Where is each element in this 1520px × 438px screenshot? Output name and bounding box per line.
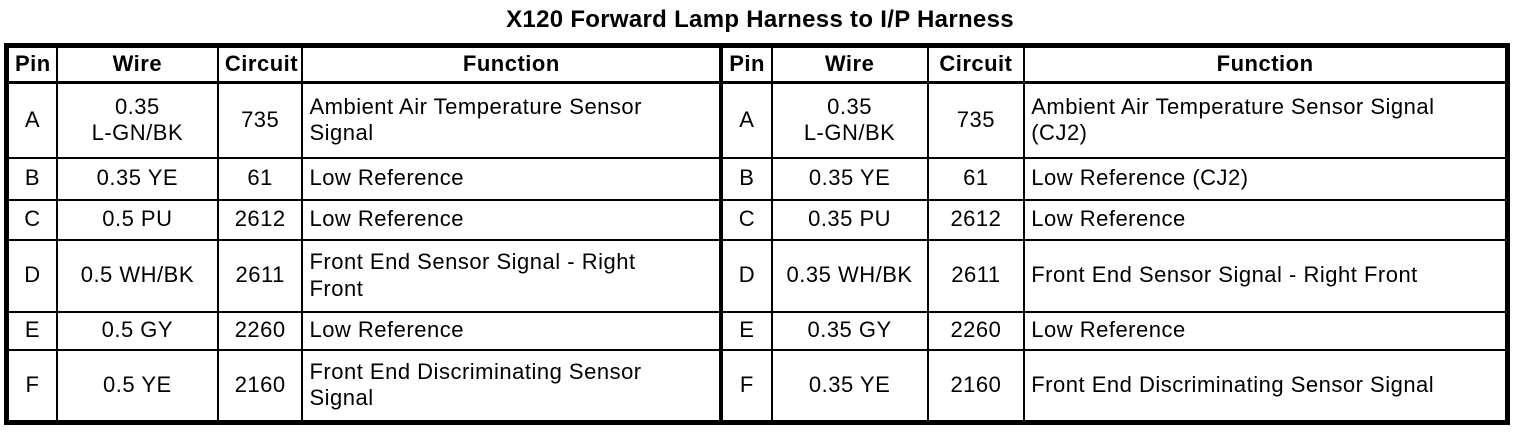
wire-cell: 0.35 PU [770,198,929,241]
function-cell: Front End Discriminating Sensor Signal [301,348,723,424]
pin-cell: B [5,156,58,201]
wire-cell: 0.5 WH/BK [55,238,219,313]
table-row: C 0.5 PU 2612 Low Reference C 0.35 PU 26… [5,198,1509,241]
wire-cell: 0.5 YE [55,348,219,424]
col-header-wire-right: Wire [770,44,929,84]
function-cell: Low Reference [301,310,723,351]
col-header-pin-left: Pin [5,44,58,84]
circuit-cell: 2612 [216,198,304,241]
col-header-function-left: Function [301,44,723,84]
pin-cell: C [719,198,773,241]
circuit-cell: 61 [216,156,304,201]
circuit-cell: 2611 [216,238,304,313]
function-cell: Low Reference [301,156,723,201]
wire-cell: 0.5 PU [55,198,219,241]
function-cell: Low Reference [301,198,723,241]
wire-cell: 0.35 L-GN/BK [55,81,219,159]
circuit-cell: 2612 [926,198,1026,241]
table-row: D 0.5 WH/BK 2611 Front End Sensor Signal… [5,238,1509,313]
pin-cell: E [5,310,58,351]
circuit-cell: 2160 [926,348,1026,424]
pinout-table: Pin Wire Circuit Function Pin Wire Circu… [4,43,1510,425]
wire-cell: 0.35 GY [770,310,929,351]
table-row: F 0.5 YE 2160 Front End Discriminating S… [5,348,1509,424]
function-cell: Ambient Air Temperature Sensor Signal (C… [1023,81,1509,159]
table-row: E 0.5 GY 2260 Low Reference E 0.35 GY 22… [5,310,1509,351]
pin-cell: D [719,238,773,313]
col-header-pin-right: Pin [719,44,773,84]
function-cell: Low Reference [1023,310,1509,351]
circuit-cell: 2611 [926,238,1026,313]
col-header-circuit-right: Circuit [926,44,1026,84]
wire-cell: 0.35 YE [55,156,219,201]
wire-cell: 0.35 YE [770,156,929,201]
circuit-cell: 735 [926,81,1026,159]
wire-cell: 0.35 YE [770,348,929,424]
table-row: B 0.35 YE 61 Low Reference B 0.35 YE 61 … [5,156,1509,201]
header-row: Pin Wire Circuit Function Pin Wire Circu… [5,44,1509,84]
pin-cell: D [5,238,58,313]
function-cell: Low Reference [1023,198,1509,241]
pin-cell: F [719,348,773,424]
wire-cell: 0.35 L-GN/BK [770,81,929,159]
col-header-circuit-left: Circuit [216,44,304,84]
circuit-cell: 735 [216,81,304,159]
function-cell: Ambient Air Temperature Sensor Signal [301,81,723,159]
circuit-cell: 2260 [216,310,304,351]
function-cell: Front End Discriminating Sensor Signal [1023,348,1509,424]
function-cell: Front End Sensor Signal - Right Front [301,238,723,313]
table-row: A 0.35 L-GN/BK 735 Ambient Air Temperatu… [5,81,1509,159]
col-header-function-right: Function [1023,44,1509,84]
pin-cell: B [719,156,773,201]
wire-cell: 0.5 GY [55,310,219,351]
pin-cell: F [5,348,58,424]
pin-cell: C [5,198,58,241]
pin-cell: A [5,81,58,159]
circuit-cell: 2160 [216,348,304,424]
function-cell: Front End Sensor Signal - Right Front [1023,238,1509,313]
pin-cell: A [719,81,773,159]
col-header-wire-left: Wire [55,44,219,84]
page-title: X120 Forward Lamp Harness to I/P Harness [506,6,1014,33]
circuit-cell: 2260 [926,310,1026,351]
wire-cell: 0.35 WH/BK [770,238,929,313]
circuit-cell: 61 [926,156,1026,201]
pin-cell: E [719,310,773,351]
function-cell: Low Reference (CJ2) [1023,156,1509,201]
